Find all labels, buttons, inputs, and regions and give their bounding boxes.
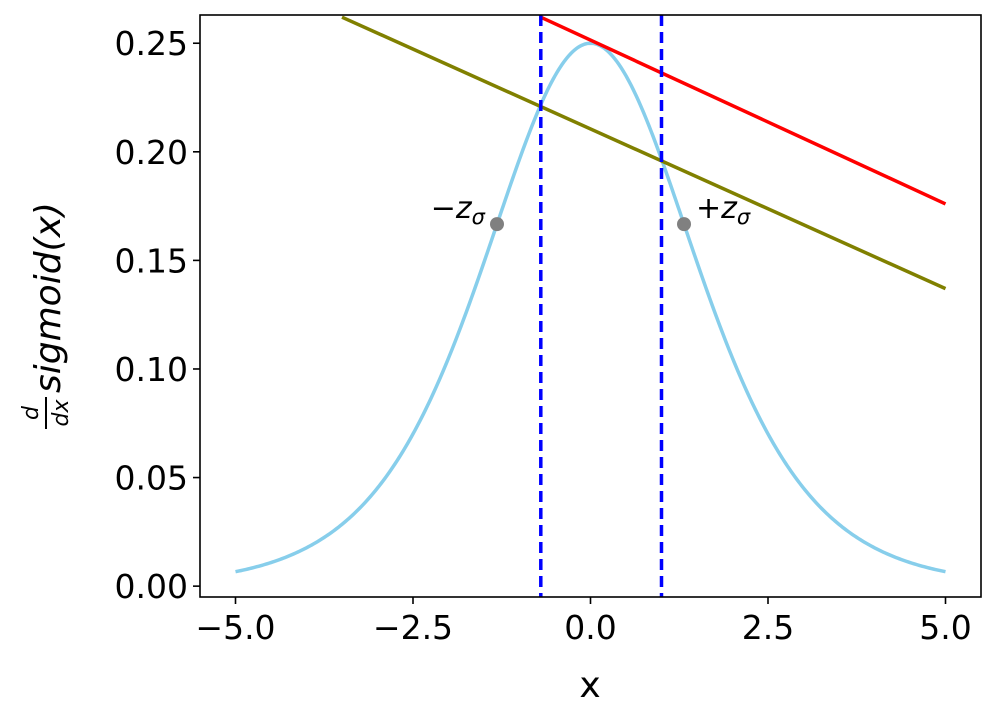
x-tick-label: 2.5	[742, 608, 794, 647]
y-tick-label: 0.00	[115, 567, 188, 606]
z-sigma-label-2: +zσ	[696, 191, 751, 229]
x-tick-label: −5.0	[195, 608, 275, 647]
tangent-line-1	[540, 15, 947, 206]
y-tick-label: 0.10	[115, 350, 188, 389]
y-tick-label: 0.15	[115, 241, 188, 280]
plot-background	[200, 15, 981, 597]
y-tick-label: 0.20	[115, 133, 188, 172]
tangent-line-2	[341, 15, 947, 291]
y-axis-label-text: sigmoid(x)	[28, 202, 69, 393]
sigmoid-derivative-curve	[235, 41, 946, 574]
y-axis-label-frac-den: dx	[49, 399, 74, 427]
y-axis-label: d dx sigmoid(x)	[19, 202, 74, 429]
z-sigma-point-2	[677, 217, 692, 232]
x-tick-label: 0.0	[564, 608, 616, 647]
x-tick-label: −2.5	[373, 608, 453, 647]
z-sigma-point-1	[489, 217, 504, 232]
x-tick-label: 5.0	[919, 608, 971, 647]
y-axis-label-frac-num: d	[19, 405, 44, 420]
y-tick-label: 0.25	[115, 24, 188, 63]
y-tick-label: 0.05	[115, 459, 188, 498]
x-axis-label: x	[579, 665, 600, 706]
z-sigma-label-1: −zσ	[431, 191, 486, 229]
